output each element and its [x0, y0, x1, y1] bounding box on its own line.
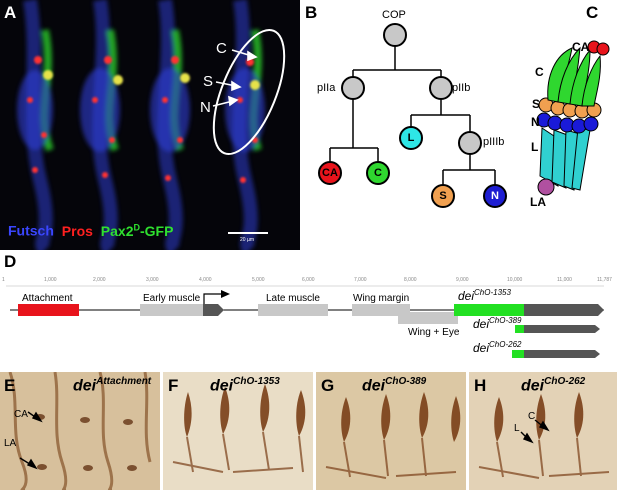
- tick-11: 11,000: [557, 277, 572, 283]
- node-s: [431, 184, 455, 208]
- node-piib: [429, 76, 453, 100]
- title-h: deiChO-262: [521, 376, 586, 395]
- late-muscle-region: [258, 304, 328, 316]
- h-label-l: L: [514, 423, 520, 434]
- tick-3: 3,000: [146, 277, 159, 283]
- attachment-region: [18, 304, 79, 316]
- panel-letter-f: F: [168, 376, 179, 395]
- c-label-l: L: [531, 140, 539, 154]
- cho1353-exon: [524, 304, 604, 316]
- panel-a-micrograph: [0, 0, 300, 250]
- c-label-la: LA: [530, 195, 546, 209]
- c-label-s: S: [532, 97, 541, 111]
- node-n: [483, 184, 507, 208]
- label-ca: CA: [322, 167, 338, 179]
- label-n: N: [200, 99, 211, 116]
- legend-pax: Pax2D-GFP: [100, 222, 174, 239]
- node-piiib: [458, 131, 482, 155]
- panel-e-micrograph: [0, 372, 160, 490]
- scale-bar-label: 20 µm: [240, 237, 254, 243]
- cho262-exon: [524, 350, 600, 358]
- label-cho389: deiChO-389: [473, 316, 522, 331]
- label-wing-eye: Wing + Eye: [408, 327, 460, 338]
- cho389-exon: [524, 325, 600, 333]
- tick-5: 5,000: [252, 277, 265, 283]
- h-label-c: C: [528, 411, 536, 422]
- panel-letter-h: H: [474, 376, 487, 395]
- title-e: deiAttachment: [73, 376, 152, 395]
- tick-0: 1: [2, 277, 5, 283]
- title-f: deiChO-1353: [210, 376, 280, 395]
- panel-f-micrograph: [163, 372, 313, 490]
- panel-letter-b: B: [305, 3, 318, 22]
- lineage-tree: [318, 23, 507, 208]
- panel-a-legend: Futsch Pros Pax2D-GFP: [8, 222, 173, 239]
- wing-margin-region: [352, 304, 410, 316]
- legend-futsch: Futsch: [8, 222, 54, 239]
- c-label-n: N: [531, 115, 540, 129]
- label-cop: COP: [382, 9, 406, 21]
- node-l: [399, 126, 423, 150]
- label-early-muscle: Early muscle: [143, 293, 201, 304]
- cho389-green: [515, 325, 524, 333]
- tick-1: 1,000: [44, 277, 57, 283]
- promoter-arrow: [203, 293, 222, 304]
- c-label-ca: CA: [572, 40, 590, 54]
- node-ca: [318, 161, 342, 185]
- legend-pros: Pros: [61, 222, 93, 239]
- node-piia: [341, 76, 365, 100]
- panel-letter-c: C: [586, 3, 599, 22]
- tick-4: 4,000: [199, 277, 212, 283]
- label-late-muscle: Late muscle: [266, 293, 320, 304]
- e-label-ca: CA: [14, 409, 28, 420]
- panel-letter-g: G: [321, 376, 335, 395]
- exon-1: [203, 304, 224, 316]
- tick-7: 7,000: [354, 277, 367, 283]
- panel-g-micrograph: [316, 372, 466, 490]
- panel-letter-e: E: [4, 376, 16, 395]
- node-cop: [383, 23, 407, 47]
- gene-map: [6, 285, 604, 358]
- label-n: N: [491, 190, 499, 202]
- tick-2: 2,000: [93, 277, 106, 283]
- e-label-la: LA: [4, 438, 17, 449]
- label-cho262: deiChO-262: [473, 340, 522, 355]
- tick-8: 8,000: [404, 277, 417, 283]
- panel-h-micrograph: [469, 372, 617, 490]
- early-muscle-region: [140, 304, 203, 316]
- label-piib: pIIb: [452, 82, 471, 94]
- node-c: [366, 161, 390, 185]
- panel-letter-d: D: [4, 252, 17, 271]
- panel-letter-a: A: [4, 3, 17, 22]
- panel-a-fluorescence: [17, 0, 286, 250]
- tick-10: 10,000: [507, 277, 523, 283]
- label-s: S: [439, 190, 447, 202]
- tick-6: 6,000: [302, 277, 315, 283]
- label-s: S: [203, 73, 214, 90]
- label-wing-margin: Wing margin: [353, 293, 410, 304]
- cho-schematic: [536, 40, 610, 196]
- cho-outline-ellipse: [212, 28, 286, 156]
- label-c: C: [374, 167, 382, 179]
- tick-12: 11,787: [597, 277, 612, 283]
- wing-eye-region: [398, 312, 458, 324]
- c-label-c: C: [535, 65, 544, 79]
- cho262-green: [512, 350, 524, 358]
- label-c: C: [216, 40, 227, 57]
- label-piia: pIIa: [317, 82, 336, 94]
- title-g: deiChO-389: [362, 376, 427, 395]
- tick-9: 9,000: [456, 277, 469, 283]
- cho1353-green: [454, 304, 524, 316]
- label-piiib: pIIIb: [483, 136, 505, 148]
- label-cho1353: deiChO-1353: [458, 288, 511, 303]
- label-attachment: Attachment: [22, 293, 73, 304]
- label-l: L: [407, 132, 415, 144]
- la-cell: [537, 178, 555, 196]
